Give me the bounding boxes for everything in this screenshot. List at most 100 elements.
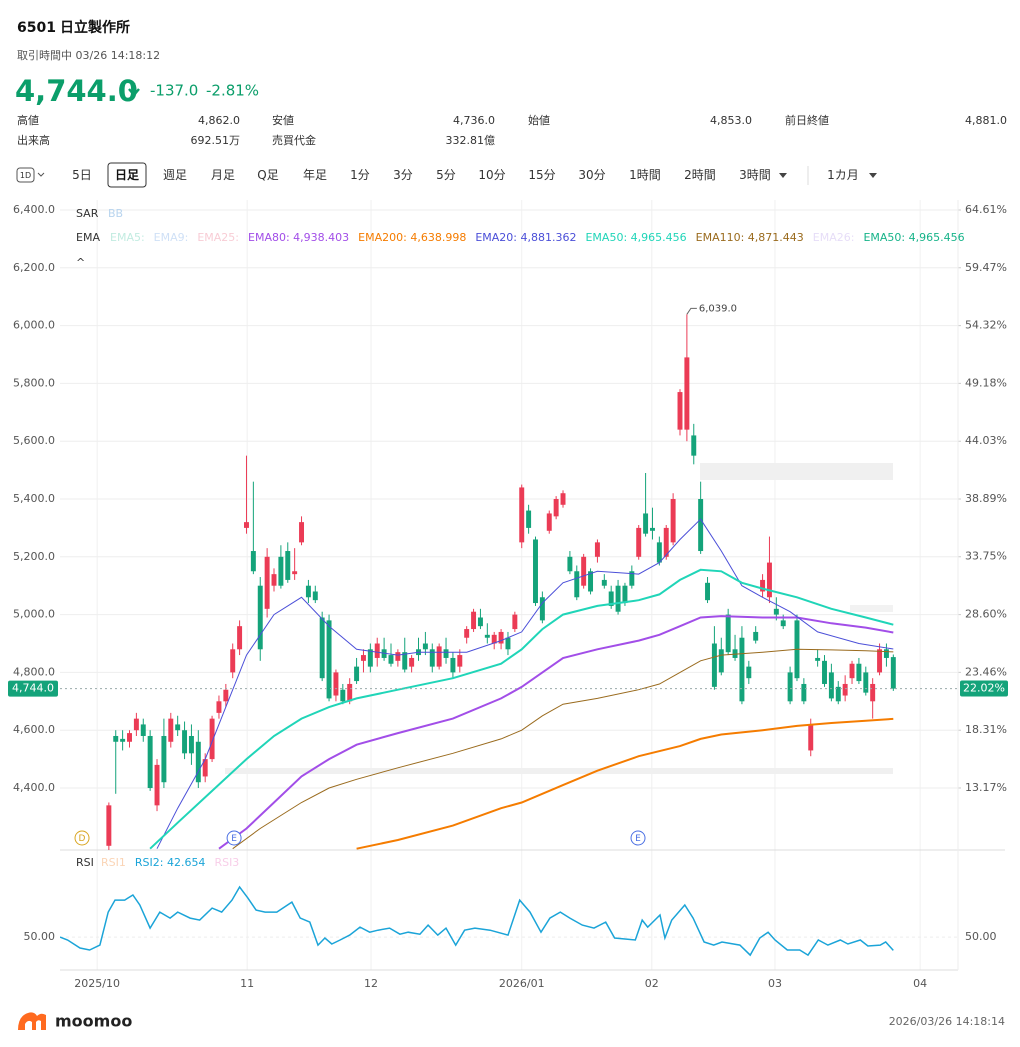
legend-heading: SAR [76, 207, 99, 220]
candle-body [195, 741, 201, 783]
tab[interactable]: 年足 [303, 168, 327, 182]
x-tick-label: 02 [645, 977, 659, 990]
candle-body [305, 585, 311, 598]
stat-label: 前日終値 [785, 113, 829, 127]
tab[interactable]: 2時間 [684, 168, 716, 182]
candle-body [257, 585, 263, 650]
candle-body [113, 735, 119, 742]
tab[interactable]: 5日 [72, 168, 92, 182]
y-tick-label: 5,600.0 [13, 434, 55, 447]
candle-body [395, 652, 401, 661]
tab[interactable]: Q足 [257, 168, 278, 182]
candle-body [147, 735, 153, 789]
legend-item: EMA25: [197, 231, 239, 244]
event-marker [226, 830, 242, 846]
candle-body [808, 724, 814, 751]
legend-item: EMA50: 4,965.456 [863, 231, 964, 244]
tab[interactable]: 15分 [528, 168, 555, 182]
interval-icon-box[interactable] [16, 167, 35, 183]
tab[interactable]: 10分 [478, 168, 505, 182]
y-tick-label: 4,400.0 [13, 781, 55, 794]
stat-value: 4,881.0 [965, 114, 1007, 127]
candle-body [890, 657, 896, 689]
event-label: D [79, 834, 86, 844]
y2-tick-label: 44.03% [965, 434, 1007, 447]
candle-body [422, 643, 428, 650]
y2-tick-label: 13.17% [965, 781, 1007, 794]
candle-body [388, 655, 394, 664]
legend-heading: RSI [76, 856, 94, 869]
tab[interactable]: 1分 [350, 168, 370, 182]
candle-body [250, 551, 256, 572]
y2-tick-label: 23.46% [965, 665, 1007, 678]
candle-body [161, 735, 167, 783]
candle-body [450, 657, 456, 673]
indicator-line [149, 568, 894, 850]
candle-body [539, 597, 545, 621]
y-tick-label: 6,000.0 [13, 319, 55, 332]
y2-tick-label: 59.47% [965, 261, 1007, 274]
candle-body [849, 663, 855, 679]
indicator-line [60, 885, 894, 957]
candle-body [760, 579, 766, 592]
tab[interactable]: 1カ月 [827, 168, 859, 182]
y-tick-label: 6,200.0 [13, 261, 55, 274]
stat-value: 4,862.0 [198, 114, 240, 127]
interval-icon[interactable]: 1D [20, 171, 31, 180]
candle-body [629, 571, 635, 586]
indicator-line [356, 717, 894, 850]
collapse[interactable]: ^ [76, 256, 85, 269]
candle-body [443, 649, 449, 658]
tab[interactable]: 30分 [578, 168, 605, 182]
tab[interactable]: 週足 [163, 168, 187, 182]
tab[interactable]: 3分 [393, 168, 413, 182]
candle-body [140, 724, 146, 736]
stat-value: 692.51万 [191, 134, 241, 147]
event-marker [630, 830, 646, 846]
tab[interactable]: 月足 [211, 168, 235, 182]
candle-body [835, 686, 841, 702]
candle-body [127, 733, 132, 742]
candle-body [292, 571, 298, 575]
tab[interactable]: 5分 [436, 168, 456, 182]
tab[interactable]: 3時間 [739, 168, 771, 182]
candle-body [244, 522, 249, 528]
tab[interactable]: 日足 [115, 168, 139, 182]
x-tick-label: 11 [240, 977, 254, 990]
stat-label: 高値 [17, 113, 39, 127]
candle-body [477, 617, 483, 627]
candle-body [120, 738, 126, 742]
candle-body [560, 493, 566, 505]
candle-body [567, 556, 573, 572]
candle-body [636, 527, 642, 557]
tab[interactable]: 1時間 [629, 168, 661, 182]
candle-body [883, 649, 889, 658]
candle-body [436, 646, 442, 667]
candle-body [519, 487, 525, 543]
candle-body [574, 571, 580, 598]
stock-name: 日立製作所 [60, 19, 130, 36]
stat-label: 売買代金 [272, 133, 316, 147]
high-pointer [686, 307, 697, 315]
zone [225, 768, 893, 774]
candle-body [663, 527, 669, 557]
candle-body [588, 571, 594, 592]
candle-body [863, 672, 869, 693]
event-marker [74, 830, 90, 846]
candle-body [374, 643, 380, 658]
marks [60, 314, 896, 957]
candle-body [340, 689, 346, 702]
candle-body [822, 660, 827, 684]
stat-label: 出来高 [17, 133, 50, 147]
y2-tick-label: 38.89% [965, 492, 1007, 505]
candle-body [209, 718, 215, 760]
stat-value: 4,853.0 [710, 114, 752, 127]
stats: 高値 4,862.0 安値 4,736.0 始値 4,853.0 前日終値 4,881.0 出来… [17, 113, 1007, 147]
candle-body [643, 513, 649, 534]
candle-body [133, 718, 139, 731]
down-arrow [128, 83, 140, 97]
y-tick-label: 5,800.0 [13, 376, 55, 389]
last-price-tag [8, 680, 58, 697]
candle-body [154, 764, 160, 806]
candle-body [725, 614, 731, 653]
